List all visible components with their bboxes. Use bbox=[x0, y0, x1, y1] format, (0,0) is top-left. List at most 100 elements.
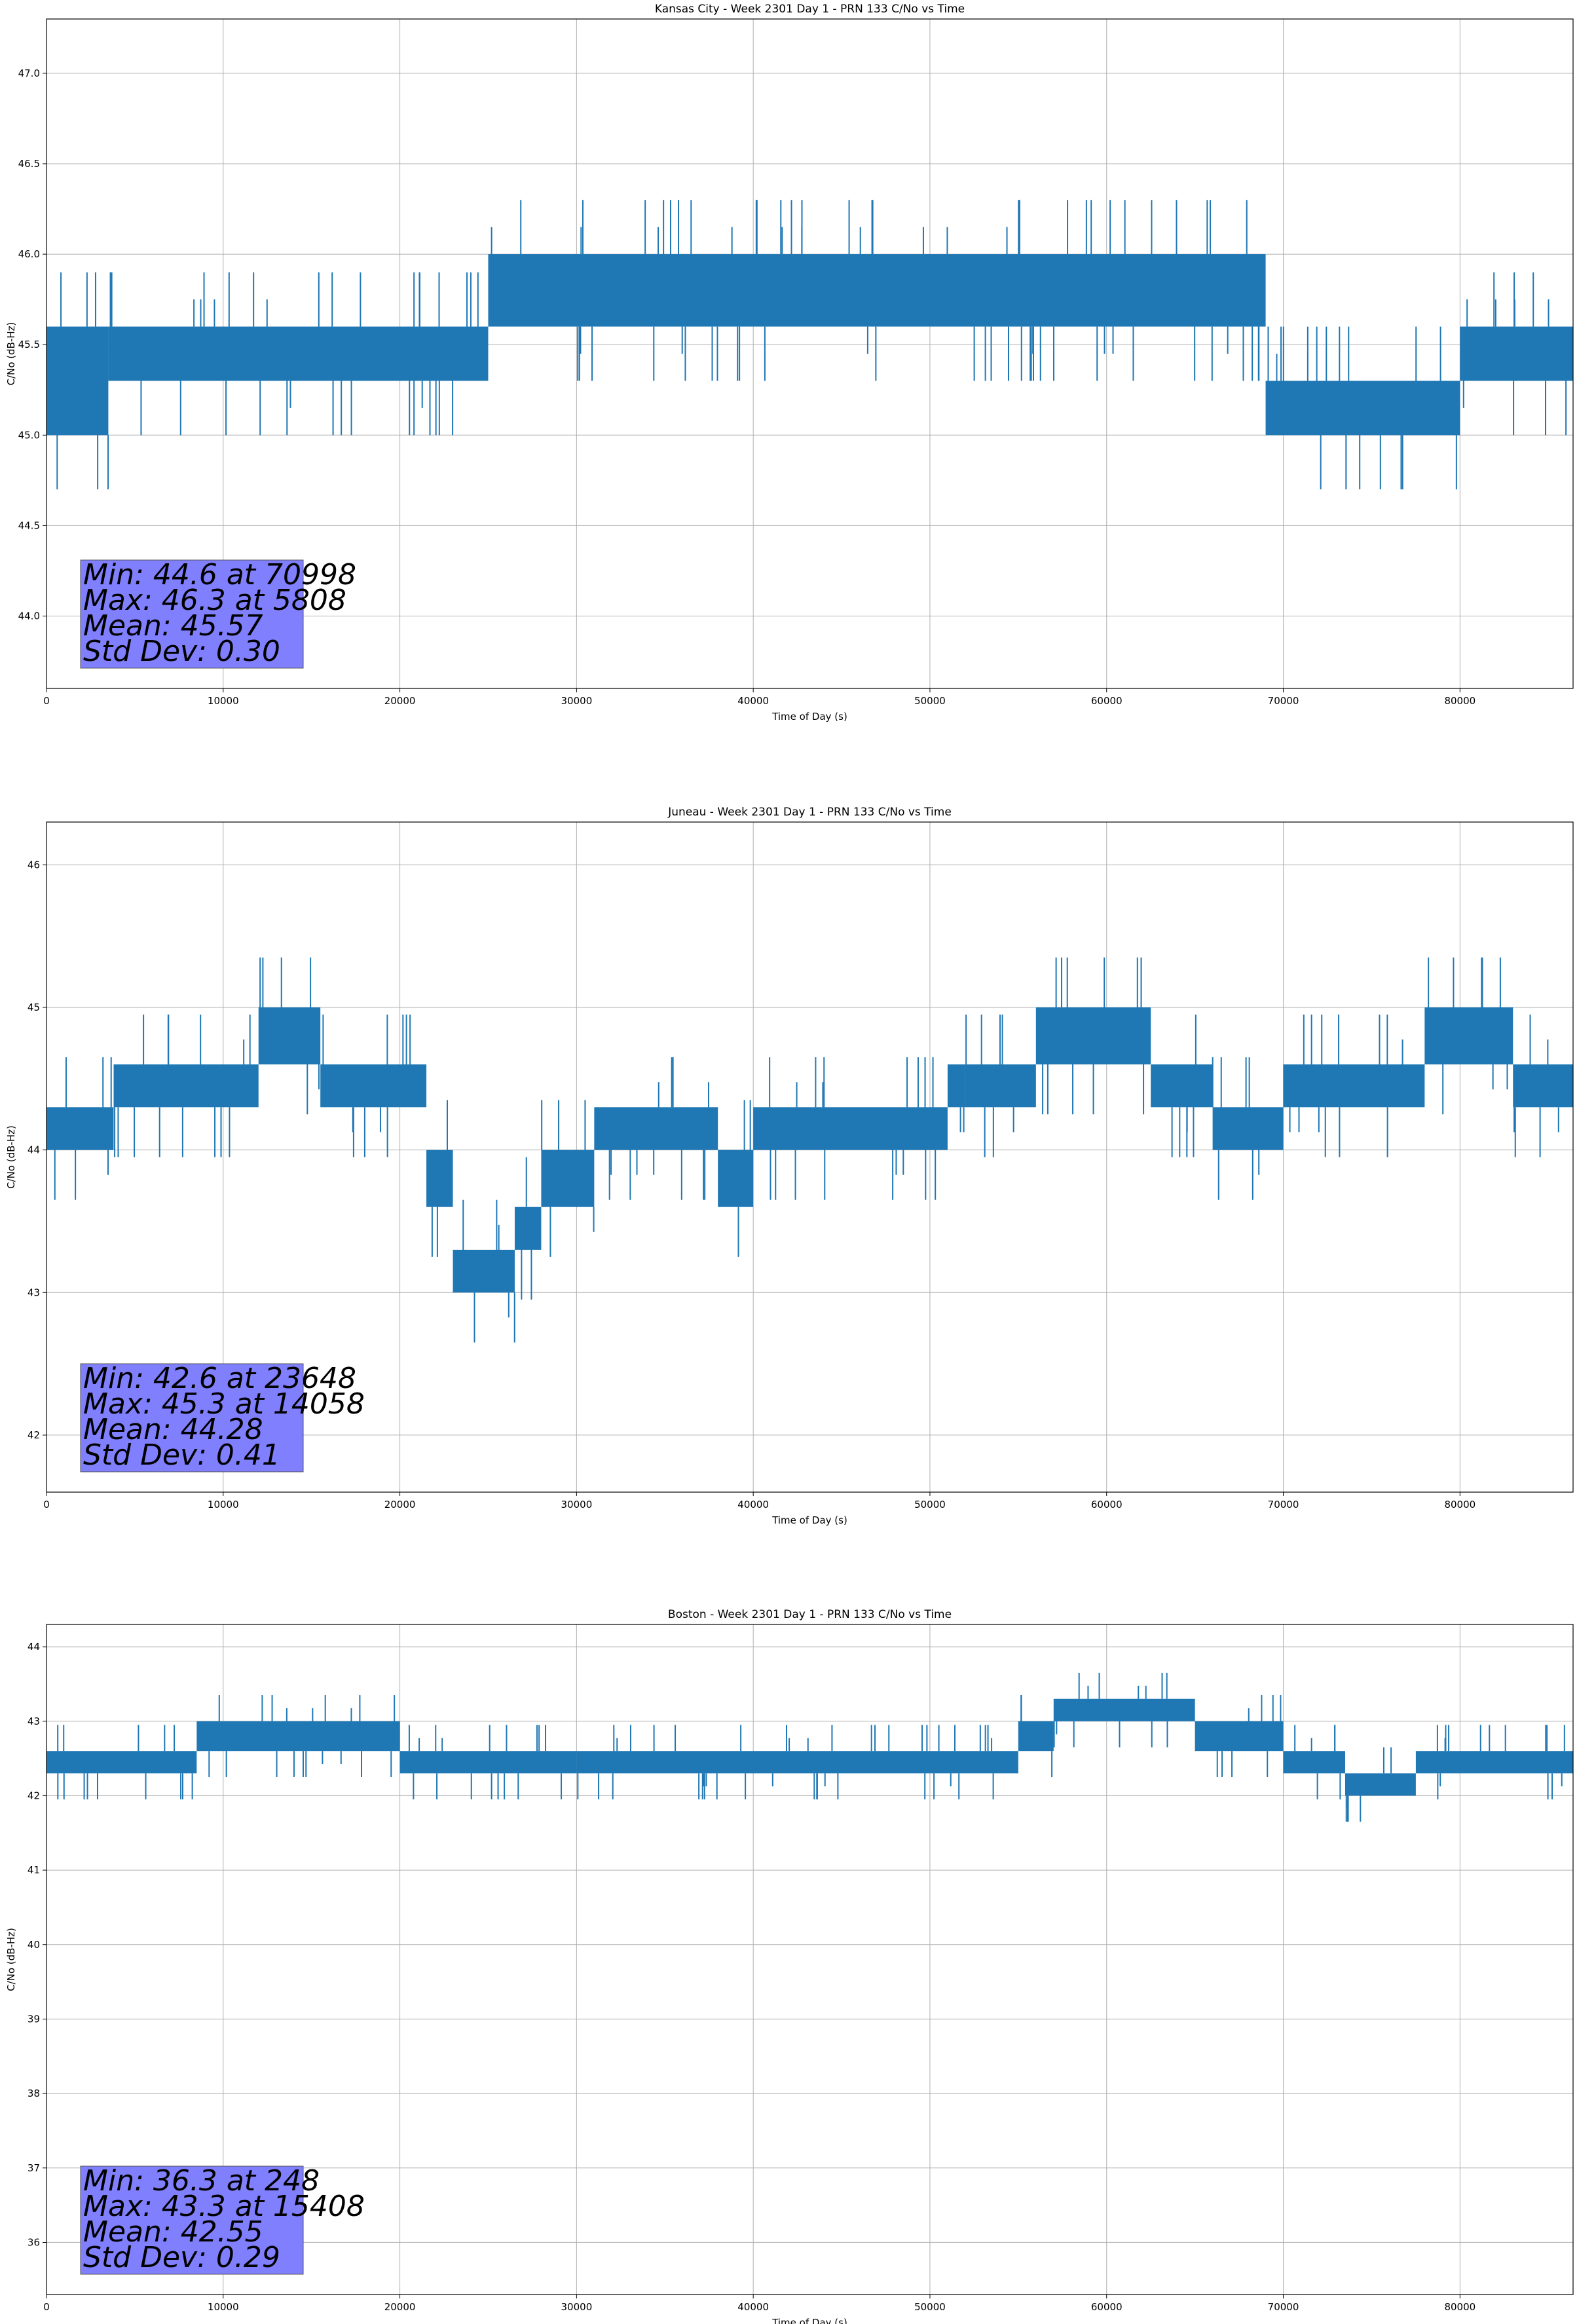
x-tick-label: 50000 bbox=[914, 2301, 946, 2313]
y-tick-label: 45.0 bbox=[18, 429, 40, 441]
stats-std: Std Dev: 0.30 bbox=[83, 635, 280, 668]
data-band bbox=[1212, 1107, 1284, 1150]
stats-mean: Mean: 44.28 bbox=[83, 1413, 263, 1446]
data-band bbox=[1035, 1007, 1151, 1065]
data-band bbox=[1018, 1721, 1054, 1752]
stats-min: Min: 36.3 at 248 bbox=[83, 2164, 320, 2198]
y-tick-label: 41 bbox=[28, 1864, 40, 1876]
x-tick-label: 70000 bbox=[1268, 2301, 1299, 2313]
y-tick-label: 42 bbox=[28, 1429, 40, 1441]
x-tick-label: 30000 bbox=[561, 1499, 593, 1510]
x-tick-label: 70000 bbox=[1268, 1499, 1299, 1510]
x-tick-label: 10000 bbox=[208, 2301, 239, 2313]
data-band bbox=[576, 1751, 1018, 1774]
stats-max: Max: 43.3 at 15408 bbox=[83, 2190, 365, 2223]
x-tick-label: 40000 bbox=[737, 1499, 769, 1510]
y-tick-label: 44 bbox=[28, 1641, 40, 1653]
data-band bbox=[965, 1064, 1036, 1108]
chart-3: 0 10000 20000 30000 40000 50000 60000 70000 8000… bbox=[5, 1608, 1574, 2324]
y-tick-label: 44.5 bbox=[18, 519, 40, 531]
data-band bbox=[753, 1107, 948, 1150]
y-tick-label: 46 bbox=[28, 859, 40, 871]
y-tick-label: 44 bbox=[28, 1144, 40, 1156]
y-tick-label: 44.0 bbox=[18, 610, 40, 622]
stats-max: Max: 45.3 at 14058 bbox=[83, 1387, 365, 1421]
chart-2: 0 10000 20000 30000 40000 50000 60000 70000 8000… bbox=[5, 806, 1574, 1526]
data-band bbox=[1151, 1064, 1213, 1108]
stats-std: Std Dev: 0.41 bbox=[83, 1438, 280, 1472]
y-tick-label: 39 bbox=[28, 2013, 40, 2025]
stats-max: Max: 46.3 at 5808 bbox=[83, 584, 346, 617]
y-tick-label: 40 bbox=[28, 1939, 40, 1951]
data-band bbox=[108, 326, 489, 381]
data-band bbox=[1345, 1773, 1416, 1796]
data-band bbox=[113, 1064, 259, 1108]
axes-frame bbox=[46, 821, 1574, 1493]
x-tick-label: 60000 bbox=[1091, 1499, 1122, 1510]
x-tick-label: 80000 bbox=[1444, 1499, 1475, 1510]
x-tick-label: 30000 bbox=[561, 695, 593, 707]
y-tick-label: 43 bbox=[28, 1286, 40, 1298]
x-tick-label: 60000 bbox=[1091, 695, 1122, 707]
stats-box bbox=[80, 2165, 304, 2275]
data-band bbox=[258, 1007, 321, 1065]
y-axis-label: C/No (dB-Hz) bbox=[5, 1125, 17, 1189]
data-band bbox=[1053, 1698, 1195, 1721]
y-tick-label: 38 bbox=[28, 2088, 40, 2099]
data-band bbox=[1195, 1721, 1284, 1752]
stats-box bbox=[80, 1363, 304, 1472]
data-band bbox=[399, 1751, 577, 1774]
x-tick-label: 40000 bbox=[737, 2301, 769, 2313]
series-cno bbox=[46, 1672, 1573, 1822]
series-cno bbox=[46, 957, 1573, 1343]
axes-frame bbox=[46, 1624, 1574, 2295]
chart-title: Kansas City - Week 2301 Day 1 - PRN 133 … bbox=[655, 3, 965, 16]
y-tick-label: 47.0 bbox=[18, 67, 40, 79]
y-tick-label: 42 bbox=[28, 1790, 40, 1801]
y-tick-label: 45.5 bbox=[18, 339, 40, 350]
stats-box bbox=[80, 559, 304, 669]
x-tick-label: 40000 bbox=[737, 695, 769, 707]
data-band bbox=[488, 254, 1266, 327]
data-band bbox=[1513, 1064, 1573, 1108]
data-band bbox=[426, 1150, 453, 1207]
x-tick-label: 10000 bbox=[208, 695, 239, 707]
chart-1: 0 10000 20000 30000 40000 50000 60000 70000 8000… bbox=[5, 3, 1574, 722]
data-band bbox=[46, 1751, 197, 1774]
data-band bbox=[1460, 326, 1573, 381]
data-band bbox=[541, 1150, 595, 1207]
data-band bbox=[453, 1249, 515, 1293]
x-tick-label: 60000 bbox=[1091, 2301, 1122, 2313]
data-band bbox=[1283, 1064, 1425, 1108]
x-tick-label: 20000 bbox=[384, 695, 416, 707]
x-tick-label: 30000 bbox=[561, 2301, 593, 2313]
x-tick-label: 20000 bbox=[384, 1499, 416, 1510]
x-tick-label: 50000 bbox=[914, 695, 946, 707]
x-tick-label: 0 bbox=[43, 2301, 50, 2313]
data-band bbox=[1265, 381, 1460, 436]
y-axis-label: C/No (dB-Hz) bbox=[5, 322, 17, 386]
data-band bbox=[196, 1721, 400, 1752]
stats-min: Min: 42.6 at 23648 bbox=[83, 1362, 356, 1395]
x-axis-label: Time of Day (s) bbox=[771, 711, 847, 722]
data-band bbox=[594, 1107, 718, 1150]
y-tick-label: 46.5 bbox=[18, 158, 40, 170]
data-band bbox=[46, 1107, 114, 1150]
axes-frame bbox=[46, 18, 1574, 689]
data-band bbox=[718, 1150, 754, 1207]
x-axis-label: Time of Day (s) bbox=[771, 1514, 847, 1526]
data-band bbox=[46, 326, 109, 436]
data-band bbox=[1283, 1751, 1345, 1774]
x-tick-label: 10000 bbox=[208, 1499, 239, 1510]
y-tick-label: 43 bbox=[28, 1715, 40, 1727]
chart-title: Boston - Week 2301 Day 1 - PRN 133 C/No … bbox=[668, 1608, 952, 1621]
data-band bbox=[320, 1064, 427, 1108]
y-tick-label: 46.0 bbox=[18, 248, 40, 260]
series-cno bbox=[46, 200, 1573, 490]
x-tick-label: 70000 bbox=[1268, 695, 1299, 707]
x-tick-label: 0 bbox=[43, 1499, 50, 1510]
y-tick-label: 36 bbox=[28, 2236, 40, 2248]
stats-mean: Mean: 42.55 bbox=[83, 2215, 263, 2249]
stats-min: Min: 44.6 at 70998 bbox=[83, 558, 356, 591]
